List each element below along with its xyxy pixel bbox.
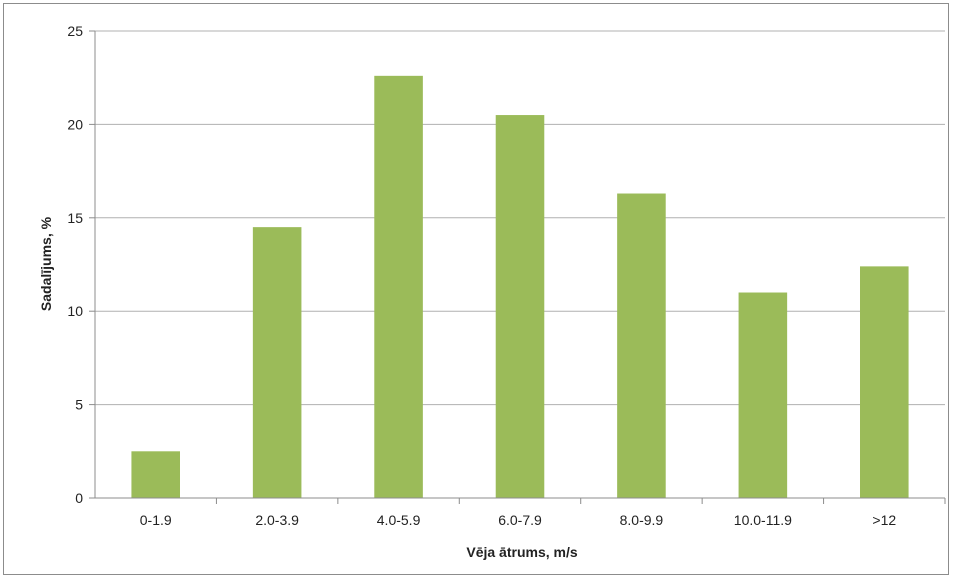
y-tick-label: 25 (67, 23, 83, 39)
x-tick-label: 8.0-9.9 (620, 512, 664, 528)
bars (131, 75, 909, 499)
x-tick-label: 2.0-3.9 (255, 512, 299, 528)
bar (495, 115, 545, 498)
bar (617, 193, 666, 499)
y-tick-label: 5 (75, 397, 83, 413)
y-tick-label: 20 (67, 116, 83, 132)
y-tick-label: 0 (75, 490, 83, 506)
bar (374, 75, 423, 498)
x-tick-label: 6.0-7.9 (498, 512, 542, 528)
y-tick-label: 10 (67, 303, 83, 319)
x-tick-label: 0-1.9 (140, 512, 172, 528)
bar (131, 451, 180, 498)
bar (738, 292, 788, 498)
bar (252, 227, 302, 498)
y-axis-ticks: 0 5 10 15 20 25 (67, 23, 95, 506)
x-axis-title: Vēja ātrums, m/s (466, 544, 577, 560)
x-tick-label: 4.0-5.9 (377, 512, 421, 528)
y-axis-title: Sadalījums, % (38, 216, 54, 311)
x-axis-ticks: 0-1.9 2.0-3.9 4.0-5.9 6.0-7.9 8.0-9.9 10.0-11… (140, 498, 946, 528)
y-tick-label: 15 (67, 210, 83, 226)
bar (860, 266, 909, 498)
x-tick-label: >12 (872, 512, 896, 528)
x-tick-label: 10.0-11.9 (734, 512, 792, 528)
